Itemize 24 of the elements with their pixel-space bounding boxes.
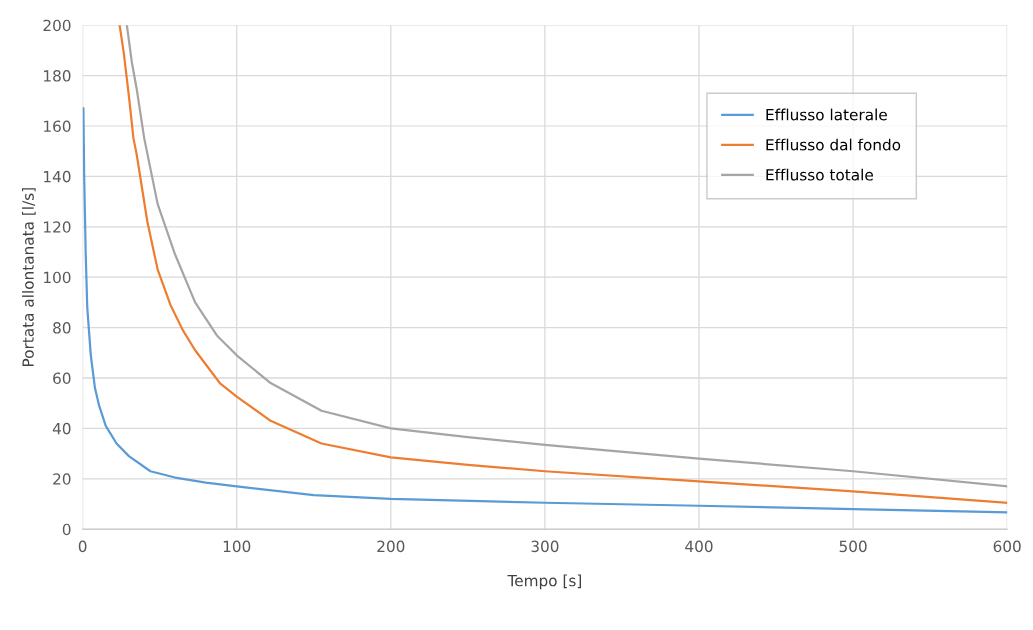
y-tick-label: 60	[53, 372, 71, 385]
x-tick-label: 100	[223, 540, 251, 553]
legend-label: Efflusso dal fondo	[766, 138, 901, 151]
x-tick-label: 0	[78, 540, 87, 553]
y-tick-label: 20	[53, 473, 71, 485]
y-tick-label: 180	[44, 70, 71, 82]
y-tick-label: 120	[44, 221, 71, 233]
y-tick-label: 0	[62, 523, 71, 536]
y-tick-label: 40	[52, 422, 71, 435]
x-tick-label: 200	[377, 540, 405, 553]
y-axis-title: Portata allontanata [l/s]	[22, 188, 36, 366]
x-tick-label: 500	[839, 540, 867, 553]
x-axis-title: Tempo [s]	[507, 574, 581, 590]
x-tick-label: 400	[685, 540, 713, 553]
line-series	[82, 107, 1008, 514]
y-tick-label: 80	[53, 322, 71, 334]
legend-label: Efflusso totale	[766, 168, 873, 181]
x-tick-label: 300	[531, 540, 559, 553]
y-tick-label: 100	[44, 271, 71, 284]
y-tick-label: 140	[44, 170, 71, 183]
x-tick-label: 600	[993, 540, 1021, 553]
legend-label: Efflusso laterale	[766, 108, 887, 121]
y-tick-label: 200	[43, 19, 71, 32]
y-tick-label: 160	[44, 120, 71, 133]
